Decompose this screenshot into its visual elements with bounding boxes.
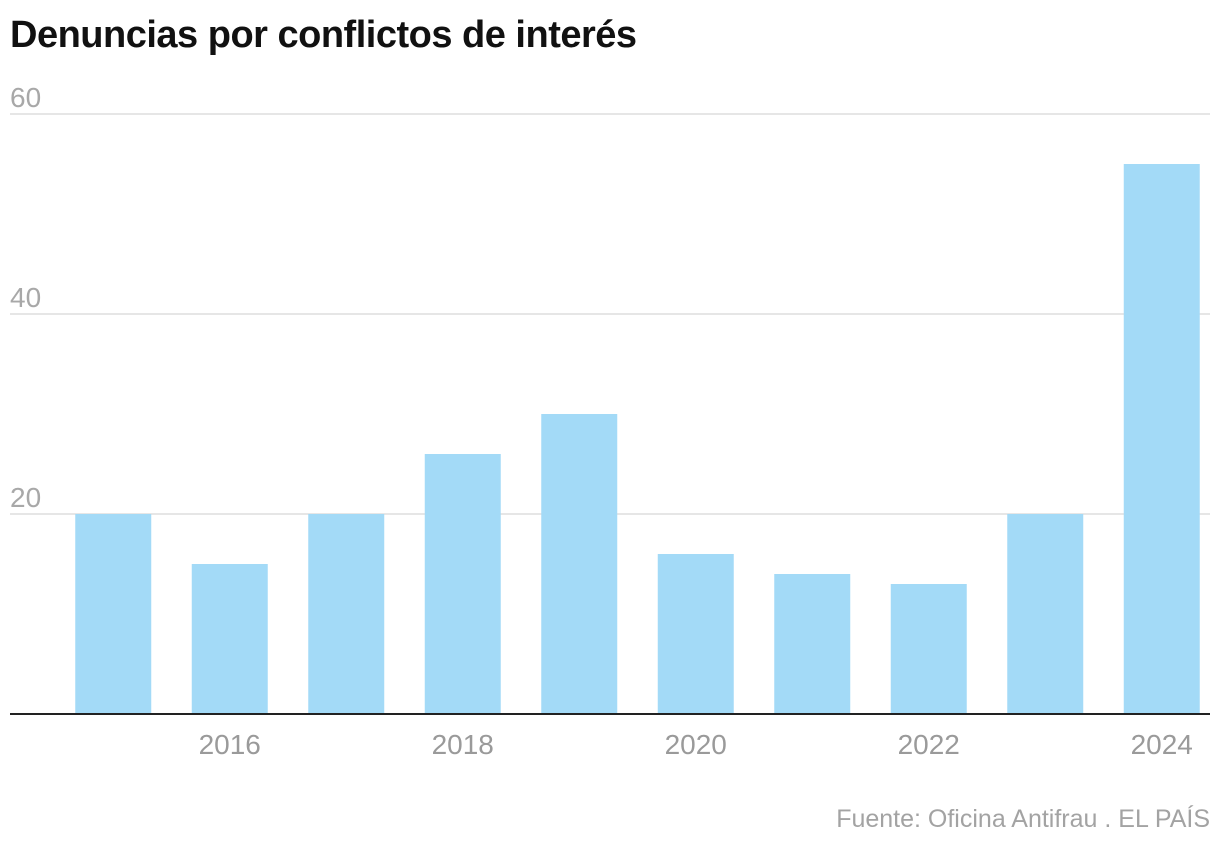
bar-2022 [890,584,967,714]
chart-title: Denuncias por conflictos de interés [10,14,637,56]
y-tick-label-60: 60 [10,82,41,113]
source-note: Fuente: Oficina Antifrau . EL PAÍS [836,805,1210,833]
bars [75,164,1200,714]
bar-2021 [774,574,851,714]
x-tick-label-2016: 2016 [199,729,261,760]
x-tick-label-2018: 2018 [432,729,494,760]
x-axis-tick-labels: 2016 2018 2020 2022 2024 [199,729,1193,760]
x-tick-label-2024: 2024 [1131,729,1193,760]
bar-2024 [1123,164,1200,714]
bar-2019 [541,414,618,714]
bar-2020 [657,554,734,714]
bar-2016 [191,564,268,714]
bar-2018 [424,454,501,714]
y-tick-label-40: 40 [10,282,41,313]
x-tick-label-2020: 2020 [665,729,727,760]
x-tick-label-2022: 2022 [898,729,960,760]
bar-2015 [75,514,152,714]
bar-2017 [308,514,385,714]
bar-2023 [1007,514,1084,714]
y-axis-tick-labels: 20 40 60 [10,82,41,513]
y-tick-label-20: 20 [10,482,41,513]
